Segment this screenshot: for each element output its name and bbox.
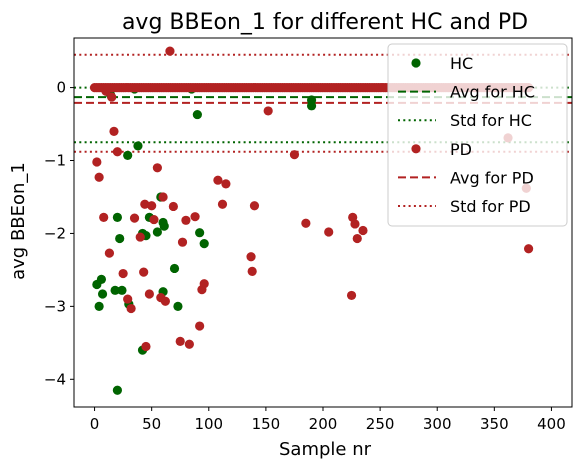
pd-point [168, 201, 178, 212]
pd-point [123, 294, 133, 304]
legend-box [387, 43, 568, 227]
hc-point [97, 289, 108, 299]
hc-point [123, 150, 133, 161]
y-tick-label: −1 [44, 152, 66, 170]
pd-point [324, 227, 334, 237]
hc-point [306, 95, 317, 105]
y-tick-label: −2 [44, 224, 66, 242]
hc-point [173, 301, 183, 311]
hc-point [94, 301, 104, 311]
pd-point [152, 163, 162, 173]
x-tick-label: 200 [309, 415, 338, 433]
pd-point [104, 248, 115, 258]
pd-point [140, 199, 150, 209]
legend-avg-for-pd-label: Avg for PD [450, 168, 534, 187]
x-tick-label: 0 [90, 415, 100, 433]
hc-point [117, 285, 127, 295]
pd-point [158, 192, 168, 202]
pd-point [217, 199, 228, 209]
pd-point [263, 106, 273, 116]
legend-avg-for-hc-label: Avg for HC [450, 83, 535, 102]
pd-point [177, 237, 188, 247]
hc-point [96, 274, 107, 284]
pd-point [118, 268, 128, 279]
x-axis-label: Sample nr [279, 439, 372, 460]
hc-point [195, 228, 205, 238]
pd-point [190, 212, 200, 222]
legend-pd-marker [411, 144, 421, 154]
pd-point [301, 218, 311, 228]
pd-point [147, 201, 157, 211]
hc-point [192, 109, 202, 120]
y-tick-label: −3 [44, 297, 66, 315]
pd-point [249, 201, 260, 211]
pd-point [358, 225, 368, 236]
hc-point [110, 285, 120, 295]
pd-point [141, 341, 151, 352]
pd-point [129, 213, 140, 223]
chart-title: avg BBEon_1 for different HC and PD [122, 10, 528, 35]
pd-point [246, 252, 256, 262]
pd-point [181, 215, 191, 225]
pd-point [126, 303, 136, 314]
hc-point [112, 385, 123, 395]
pd-point [112, 147, 123, 157]
x-tick-label: 250 [366, 415, 395, 433]
legend-std-for-pd-label: Std for PD [450, 197, 531, 216]
pd-point [109, 126, 119, 136]
y-tick-label: −4 [44, 370, 66, 388]
pd-point [107, 92, 117, 102]
x-tick-label: 400 [537, 415, 566, 433]
pd-point [184, 339, 194, 349]
legend-hc-label: HC [450, 54, 473, 73]
pd-point [247, 266, 257, 276]
pd-point [199, 279, 209, 289]
pd-point [94, 172, 104, 182]
pd-point [144, 289, 154, 299]
pd-point [523, 244, 534, 254]
hc-point [199, 239, 209, 249]
pd-point [139, 267, 149, 277]
pd-point [195, 321, 205, 331]
x-tick-label: 300 [423, 415, 452, 433]
hc-point [169, 263, 180, 274]
pd-point [289, 150, 300, 160]
pd-point [160, 296, 170, 306]
x-tick-label: 350 [480, 415, 509, 433]
pd-point [149, 214, 159, 225]
pd-point [213, 175, 223, 185]
pd-point [350, 219, 360, 229]
legend-hc-marker [411, 58, 421, 68]
legend-pd-label: PD [450, 140, 472, 159]
pd-point [92, 157, 102, 167]
hc-point [115, 233, 125, 244]
pd-point [346, 290, 357, 301]
pd-point [221, 179, 231, 189]
y-tick-label: 0 [56, 79, 66, 97]
hc-point [112, 212, 123, 222]
x-tick-label: 100 [194, 415, 223, 433]
hc-point [152, 227, 162, 237]
pd-point [135, 232, 145, 242]
legend: HC Avg for HC Std for HC PD Avg for PD Std fo… [387, 43, 568, 227]
hc-point [133, 141, 143, 151]
pd-point [99, 212, 109, 222]
pd-point [175, 336, 185, 346]
pd-point [352, 233, 362, 244]
x-tick-label: 150 [252, 415, 281, 433]
hc-point [159, 221, 169, 231]
x-tick-label: 50 [142, 415, 161, 433]
y-axis-label: avg BBEon_1 [8, 162, 29, 280]
pd-point [165, 46, 175, 56]
legend-std-for-hc-label: Std for HC [450, 111, 532, 130]
